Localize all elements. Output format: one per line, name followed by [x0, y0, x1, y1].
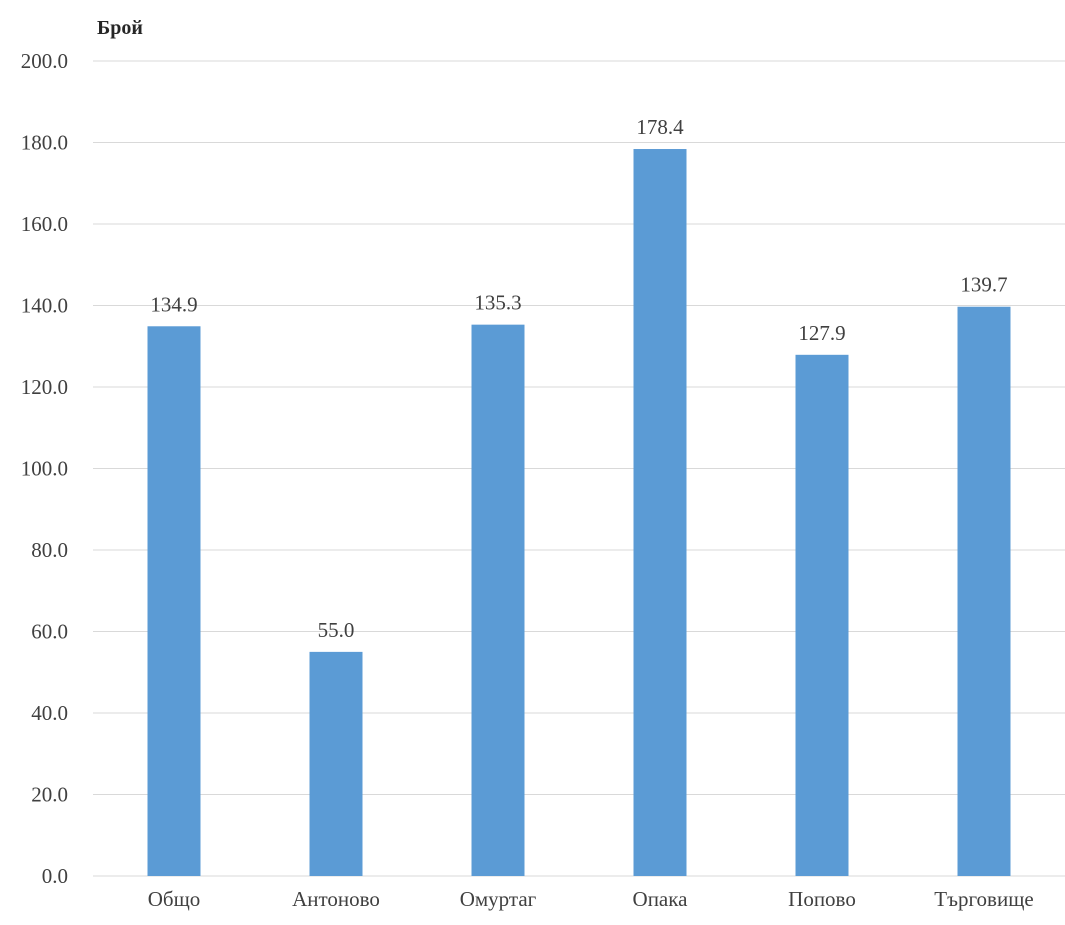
y-tick-label: 80.0 — [31, 538, 68, 562]
y-tick-label: 180.0 — [21, 131, 68, 155]
x-category-label: Попово — [788, 887, 856, 911]
bar — [471, 324, 525, 877]
data-label: 134.9 — [150, 292, 197, 316]
y-tick-label: 0.0 — [42, 864, 68, 888]
y-tick-label: 120.0 — [21, 375, 68, 399]
data-label: 139.7 — [960, 273, 1007, 297]
y-tick-label: 100.0 — [21, 457, 68, 481]
data-label: 178.4 — [636, 115, 684, 139]
y-tick-label: 20.0 — [31, 783, 68, 807]
x-axis-categories: Общо Антоново Омуртаг Опака Попово Търговище — [148, 887, 1034, 911]
bars — [147, 149, 1011, 877]
bar — [633, 149, 687, 876]
x-category-label: Антоново — [292, 887, 380, 911]
x-category-label: Опака — [633, 887, 689, 911]
data-label: 135.3 — [474, 291, 521, 315]
bar — [309, 651, 363, 876]
y-tick-label: 160.0 — [21, 212, 68, 236]
data-label: 55.0 — [318, 618, 355, 642]
x-category-label: Търговище — [934, 887, 1033, 911]
y-tick-label: 140.0 — [21, 294, 68, 318]
data-labels: 134.9 55.0 135.3 178.4 127.9 139.7 — [150, 115, 1007, 642]
y-axis-ticks: 0.0 20.0 40.0 60.0 80.0 100.0 120.0 140.0 160.0 1… — [21, 49, 68, 888]
gridlines — [93, 60, 1065, 877]
bar — [795, 354, 849, 876]
bar — [147, 326, 201, 877]
bar — [957, 306, 1011, 876]
x-category-label: Общо — [148, 887, 201, 911]
x-category-label: Омуртаг — [460, 887, 537, 911]
data-label: 127.9 — [798, 321, 845, 345]
y-tick-label: 200.0 — [21, 49, 68, 73]
y-axis-label: Брой — [97, 17, 143, 39]
y-tick-label: 40.0 — [31, 701, 68, 725]
y-tick-label: 60.0 — [31, 620, 68, 644]
